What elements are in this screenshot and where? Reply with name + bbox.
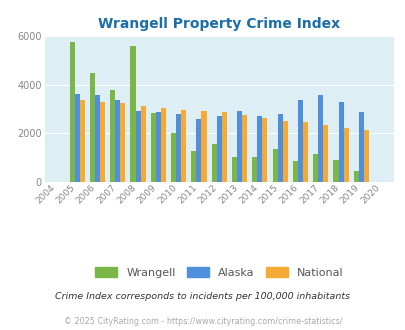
Bar bbox=[237, 111, 241, 182]
Bar bbox=[140, 106, 145, 182]
Bar bbox=[156, 112, 160, 182]
Bar bbox=[241, 115, 247, 182]
Bar bbox=[171, 133, 176, 182]
Bar bbox=[277, 114, 282, 182]
Bar bbox=[297, 100, 302, 182]
Bar bbox=[196, 119, 201, 182]
Bar bbox=[135, 111, 140, 182]
Bar bbox=[343, 128, 348, 182]
Text: Crime Index corresponds to incidents per 100,000 inhabitants: Crime Index corresponds to incidents per… bbox=[55, 292, 350, 301]
Bar bbox=[292, 161, 297, 182]
Bar bbox=[338, 102, 343, 182]
Bar bbox=[333, 160, 338, 182]
Bar bbox=[282, 121, 287, 182]
Bar bbox=[363, 130, 368, 182]
Bar bbox=[302, 122, 307, 182]
Bar bbox=[115, 100, 120, 182]
Bar bbox=[322, 125, 328, 182]
Bar bbox=[358, 112, 363, 182]
Bar bbox=[318, 95, 322, 182]
Bar bbox=[120, 103, 125, 182]
Bar bbox=[257, 116, 262, 182]
Bar bbox=[231, 157, 237, 182]
Bar bbox=[191, 150, 196, 182]
Bar bbox=[110, 89, 115, 182]
Bar bbox=[79, 100, 85, 182]
Bar bbox=[272, 148, 277, 182]
Bar bbox=[252, 157, 257, 182]
Bar bbox=[262, 118, 267, 182]
Bar bbox=[100, 102, 105, 182]
Bar bbox=[211, 144, 216, 182]
Bar bbox=[75, 94, 79, 182]
Text: © 2025 CityRating.com - https://www.cityrating.com/crime-statistics/: © 2025 CityRating.com - https://www.city… bbox=[64, 317, 341, 326]
Bar bbox=[95, 95, 100, 182]
Bar bbox=[181, 110, 186, 182]
Bar bbox=[312, 154, 318, 182]
Bar bbox=[90, 73, 95, 182]
Bar bbox=[201, 111, 206, 182]
Bar bbox=[69, 42, 75, 182]
Bar bbox=[221, 112, 226, 182]
Bar bbox=[150, 113, 156, 182]
Bar bbox=[353, 171, 358, 182]
Bar bbox=[216, 116, 221, 182]
Title: Wrangell Property Crime Index: Wrangell Property Crime Index bbox=[98, 17, 339, 31]
Legend: Wrangell, Alaska, National: Wrangell, Alaska, National bbox=[91, 263, 347, 282]
Bar bbox=[176, 114, 181, 182]
Bar bbox=[160, 108, 166, 182]
Bar bbox=[130, 46, 135, 182]
